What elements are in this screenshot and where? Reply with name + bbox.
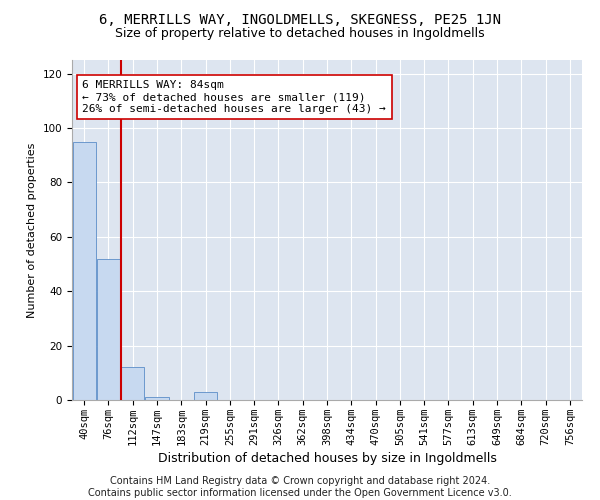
Bar — [73, 142, 95, 400]
Text: 6, MERRILLS WAY, INGOLDMELLS, SKEGNESS, PE25 1JN: 6, MERRILLS WAY, INGOLDMELLS, SKEGNESS, … — [99, 12, 501, 26]
Bar — [145, 398, 169, 400]
Text: Size of property relative to detached houses in Ingoldmells: Size of property relative to detached ho… — [115, 28, 485, 40]
Bar — [97, 258, 120, 400]
Text: Contains HM Land Registry data © Crown copyright and database right 2024.
Contai: Contains HM Land Registry data © Crown c… — [88, 476, 512, 498]
X-axis label: Distribution of detached houses by size in Ingoldmells: Distribution of detached houses by size … — [158, 452, 496, 465]
Text: 6 MERRILLS WAY: 84sqm
← 73% of detached houses are smaller (119)
26% of semi-det: 6 MERRILLS WAY: 84sqm ← 73% of detached … — [82, 80, 386, 114]
Y-axis label: Number of detached properties: Number of detached properties — [27, 142, 37, 318]
Bar — [121, 368, 144, 400]
Bar — [194, 392, 217, 400]
